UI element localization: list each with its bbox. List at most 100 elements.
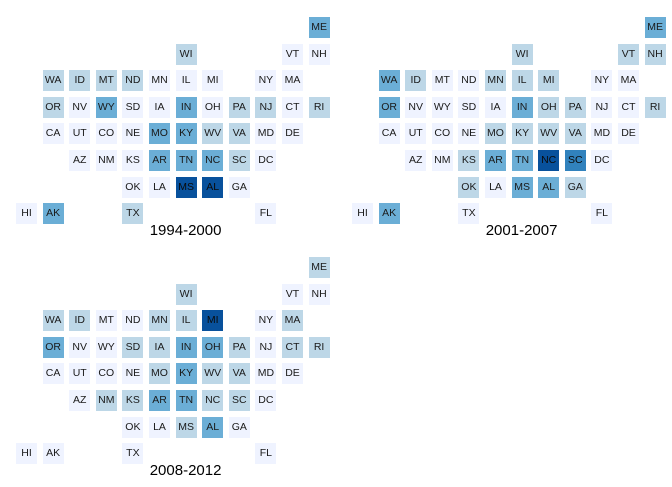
tile-ma: MA (282, 310, 303, 332)
tile-ak: AK (42, 443, 64, 465)
tile-label: FL (595, 207, 609, 220)
tile-hi: HI (16, 203, 37, 225)
tile-ak: AK (378, 203, 400, 225)
tile-label: WA (380, 74, 398, 87)
tile-md: MD (255, 363, 277, 385)
tile-label: LA (489, 180, 502, 193)
tile-ak: AK (42, 203, 64, 225)
tile-az: AZ (69, 390, 91, 411)
tile-id: ID (69, 70, 91, 92)
tile-label: NM (98, 394, 115, 406)
tile-va: VA (564, 123, 586, 145)
tile-label: TX (462, 207, 476, 220)
tile-label: SD (125, 100, 141, 113)
panel-3: ME WI VT NH WA ID MT ND MN IL MI NY MA OR NV WY SD IA IN OH… (16, 257, 336, 487)
tile-nm: NM (95, 150, 117, 171)
tile-label: WV (540, 127, 558, 140)
tile-me: ME (644, 17, 666, 38)
tile-label: WY (97, 340, 115, 353)
tile-label: CT (285, 340, 300, 353)
tile-az: AZ (69, 150, 91, 171)
tile-label: ID (410, 74, 421, 87)
tile-label: NY (258, 74, 274, 87)
tile-label: IL (181, 74, 191, 87)
tile-wy: WY (431, 96, 453, 118)
tile-label: TN (515, 154, 530, 166)
tile-label: MN (487, 74, 504, 87)
tile-label: KY (515, 127, 530, 140)
tile-label: MD (257, 127, 275, 140)
tile-mn: MN (149, 70, 170, 92)
tile-label: SC (232, 394, 247, 406)
tile-label: PA (232, 100, 246, 113)
tile-in: IN (511, 96, 533, 118)
tile-sd: SD (122, 96, 144, 118)
tile-nc: NC (202, 390, 224, 411)
tile-label: OH (204, 100, 221, 113)
tile-tx: TX (122, 443, 144, 465)
tile-label: OK (461, 180, 477, 193)
tile-ok: OK (122, 176, 144, 198)
tile-label: HI (21, 447, 32, 460)
tile-ks: KS (458, 150, 480, 171)
tile-label: MD (257, 367, 275, 380)
tile-nm: NM (95, 390, 117, 411)
tile-de: DE (618, 123, 639, 145)
tile-co: CO (431, 123, 453, 145)
tile-label: MT (434, 74, 450, 87)
tile-fl: FL (591, 203, 613, 225)
tile-in: IN (175, 96, 197, 118)
tile-label: MS (178, 420, 194, 433)
tile-label: ND (461, 74, 477, 87)
tile-label: KY (179, 127, 194, 140)
tile-ky: KY (175, 123, 197, 145)
tile-la: LA (149, 416, 170, 438)
tile-sc: SC (228, 150, 250, 171)
tile-la: LA (149, 176, 170, 198)
tile-label: NJ (595, 100, 609, 113)
tile-ky: KY (175, 363, 197, 385)
tile-tn: TN (511, 150, 533, 171)
tile-label: KS (125, 394, 140, 406)
tile-sc: SC (228, 390, 250, 411)
tile-label: HI (21, 207, 32, 220)
tile-me: ME (308, 17, 330, 38)
tile-ga: GA (228, 176, 250, 198)
tile-label: NY (258, 314, 274, 327)
tile-label: WY (97, 100, 115, 113)
tile-label: MO (487, 127, 504, 140)
tile-label: NH (311, 287, 327, 300)
tile-label: OR (45, 100, 61, 113)
tile-label: OK (125, 180, 141, 193)
tile-pa: PA (564, 96, 586, 118)
tile-label: SC (568, 154, 583, 166)
tile-label: NV (72, 340, 87, 353)
tile-mi: MI (538, 70, 560, 92)
tile-mo: MO (485, 123, 506, 145)
tile-label: IA (154, 340, 165, 353)
tile-label: MI (542, 74, 555, 87)
tile-label: VA (232, 367, 246, 380)
tile-co: CO (95, 363, 117, 385)
tile-or: OR (42, 96, 64, 118)
tile-label: ME (311, 261, 327, 273)
tile-label: AK (46, 447, 61, 460)
panel-title: 2001-2007 (485, 221, 558, 239)
tile-label: DE (285, 127, 300, 140)
tile-ne: NE (458, 123, 480, 145)
tile-id: ID (405, 70, 427, 92)
tile-ok: OK (458, 176, 480, 198)
tile-label: RI (313, 340, 325, 353)
tile-label: FL (259, 207, 273, 220)
tile-label: SD (125, 340, 141, 353)
tile-nj: NJ (255, 336, 277, 358)
tile-la: LA (485, 176, 506, 198)
tile-wa: WA (378, 70, 400, 92)
tile-label: AR (488, 154, 503, 166)
tile-nm: NM (431, 150, 453, 171)
tile-mi: MI (202, 70, 224, 92)
tile-in: IN (175, 336, 197, 358)
tile-label: KS (125, 154, 140, 166)
tile-al: AL (202, 176, 224, 198)
tile-nj: NJ (591, 96, 613, 118)
